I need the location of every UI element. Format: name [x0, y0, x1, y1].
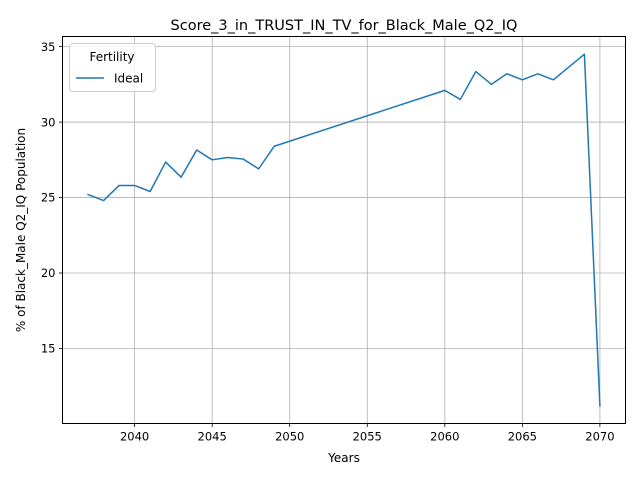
legend-title: Fertility [89, 50, 134, 64]
grid [62, 36, 626, 424]
series-layer [87, 53, 601, 407]
x-tick-label: 2050 [275, 430, 304, 444]
x-axis-label: Years [327, 451, 360, 465]
y-tick-label: 15 [41, 342, 56, 356]
legend-box [69, 43, 156, 92]
y-axis: 15 20 25 30 35 [41, 40, 63, 356]
y-tick-label: 35 [41, 40, 56, 54]
x-tick-label: 2070 [585, 430, 614, 444]
legend-label-ideal: Ideal [114, 72, 143, 86]
x-tick-label: 2055 [353, 430, 382, 444]
series-line-ideal [87, 53, 601, 407]
y-tick-label: 20 [41, 266, 56, 280]
x-tick-label: 2065 [508, 430, 537, 444]
x-tick-label: 2040 [120, 430, 149, 444]
y-tick-label: 30 [41, 115, 56, 129]
y-tick-label: 25 [41, 191, 56, 205]
x-tick-label: 2045 [198, 430, 227, 444]
x-tick-label: 2060 [430, 430, 459, 444]
x-axis: 2040 2045 2050 2055 2060 2065 2070 [120, 423, 615, 444]
plot-frame [62, 36, 626, 424]
y-axis-label: % of Black_Male Q2_IQ Population [14, 128, 28, 332]
chart-title: Score_3_in_TRUST_IN_TV_for_Black_Male_Q2… [171, 18, 518, 34]
legend: Fertility Ideal [69, 43, 156, 92]
